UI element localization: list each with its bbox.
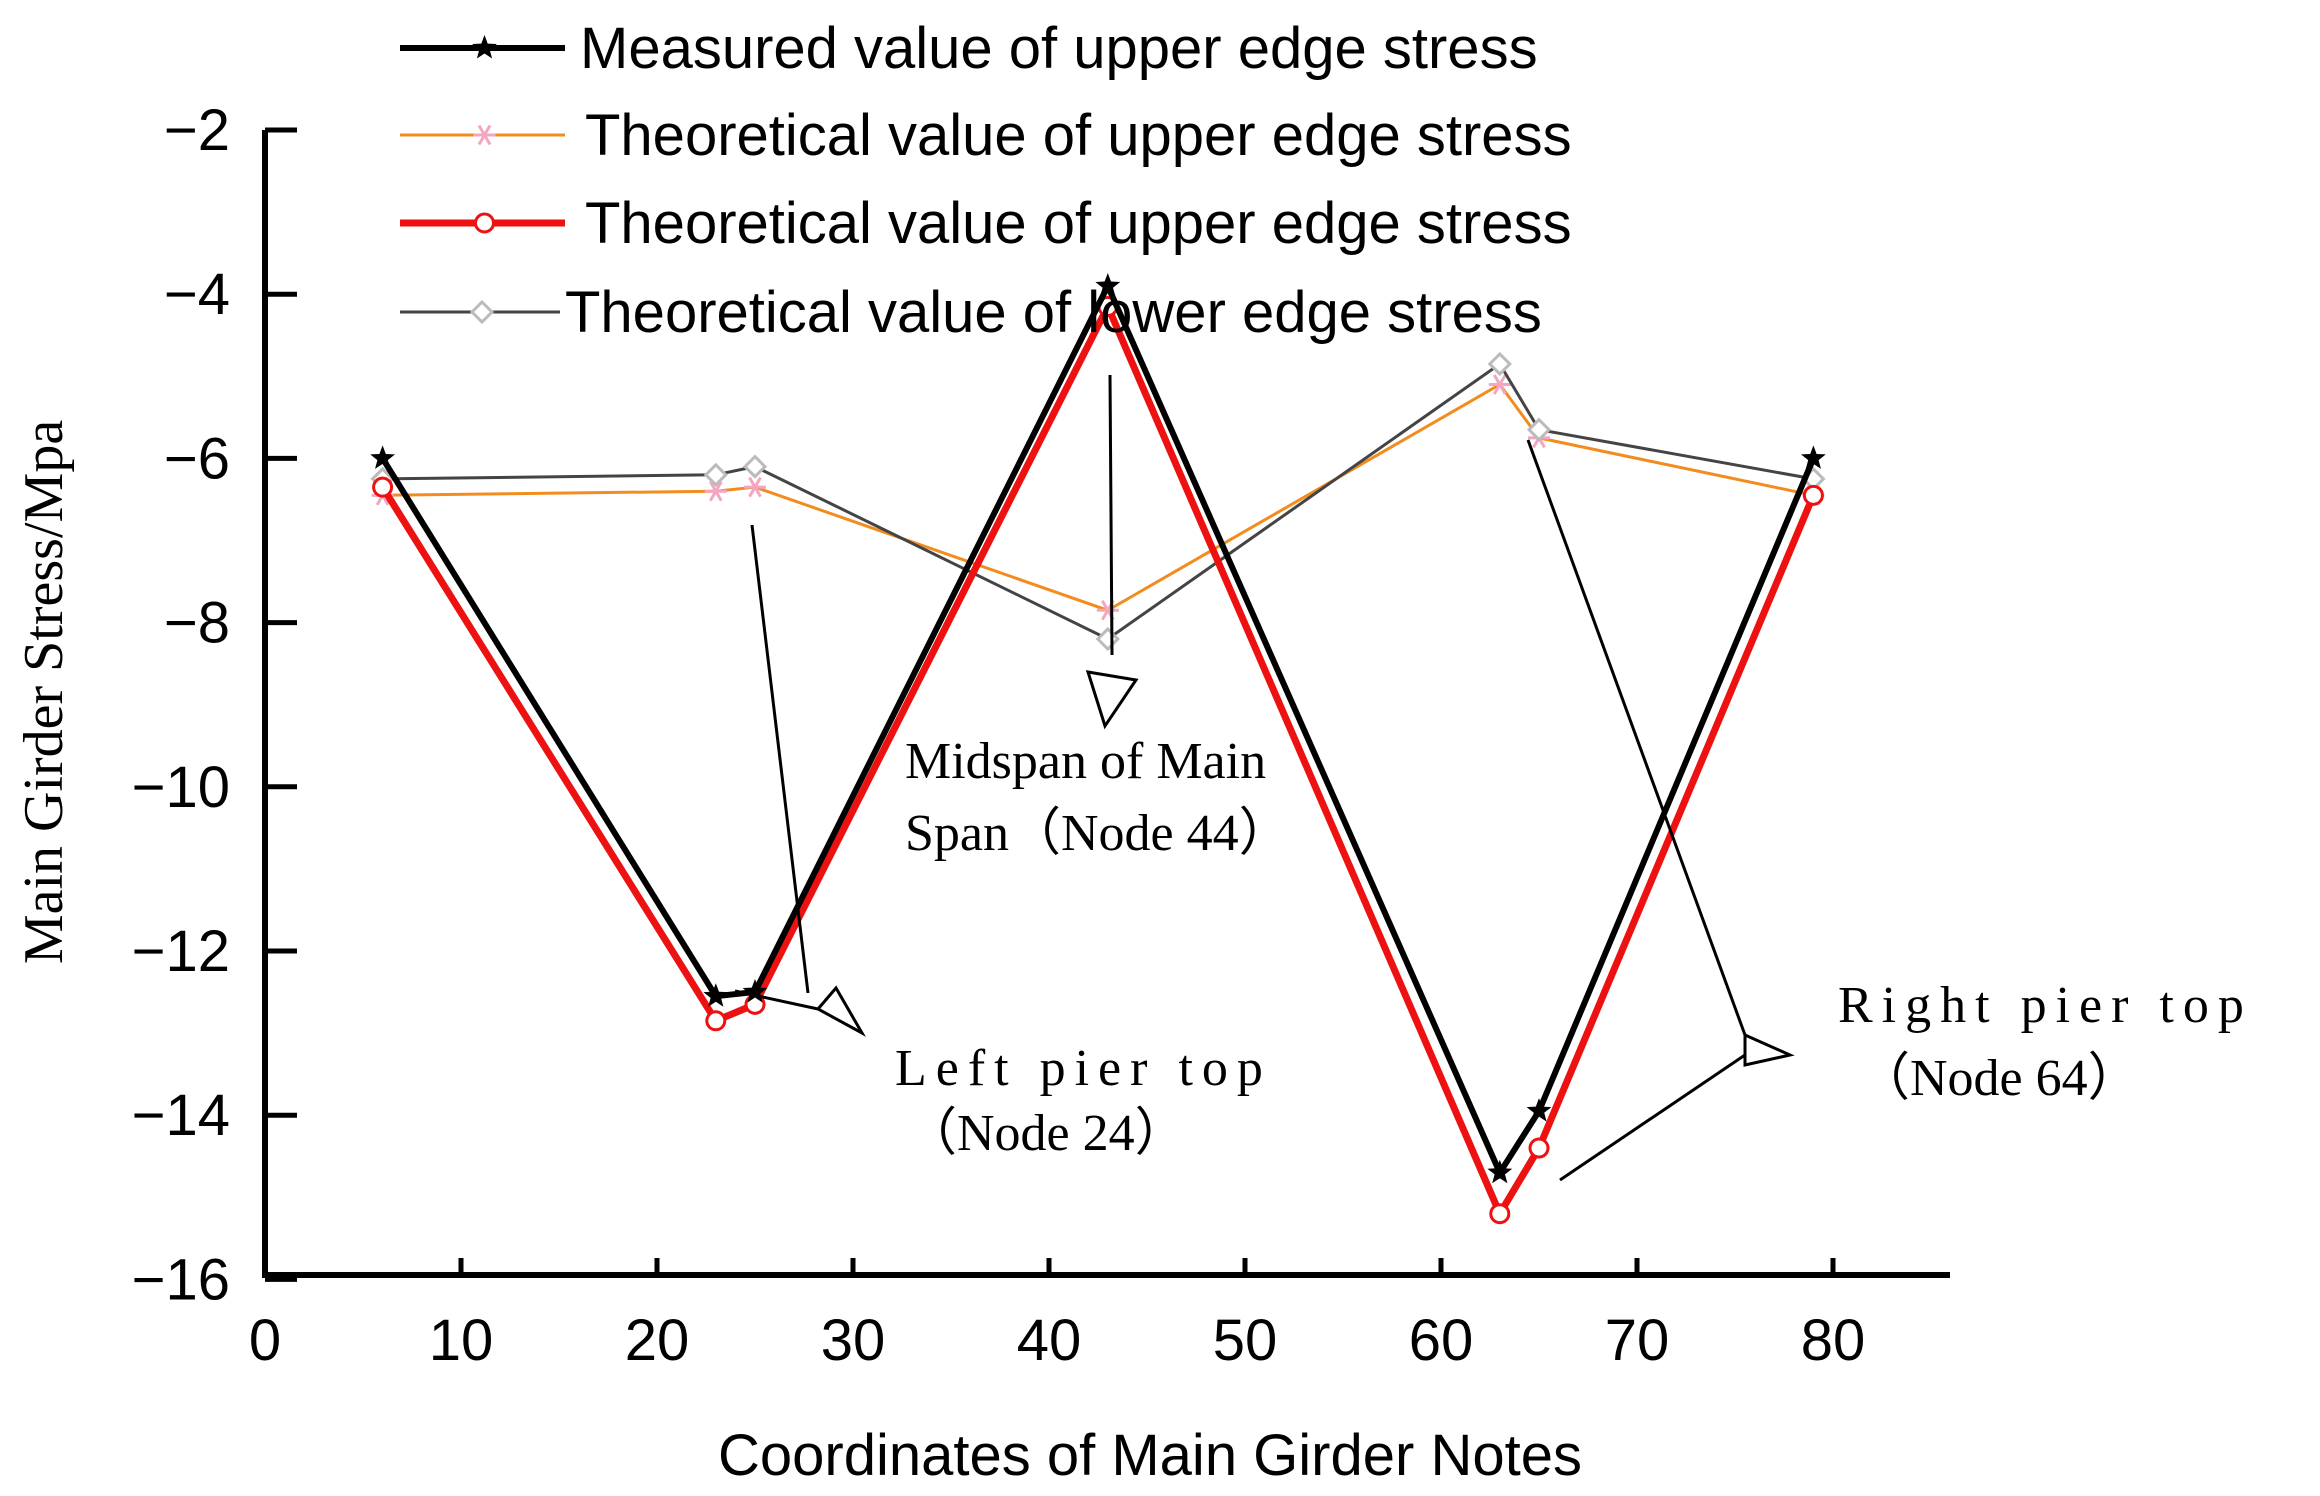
series-1-line [382, 382, 1814, 612]
left-pier-label-line2: （Node 24） [905, 1105, 1187, 1162]
y-tick-label: −6 [164, 426, 230, 491]
x-tick-label: 10 [429, 1308, 494, 1373]
series-1 [371, 374, 1825, 621]
y-axis-title: Main Girder Stress/Mpa [13, 420, 75, 965]
x-tick-label: 20 [625, 1308, 690, 1373]
x-tick-label: 30 [821, 1308, 886, 1373]
series-2-point [372, 476, 394, 498]
left-pier-label-line1: Left pier top [895, 1040, 1272, 1097]
x-tick-label: 60 [1409, 1308, 1474, 1373]
right-pier-label-line1: Right pier top [1838, 977, 2253, 1034]
series-2-point [1489, 1203, 1511, 1225]
right-pier-leader-line-b [1559, 1053, 1746, 1182]
left-pier-leader-line-b [734, 989, 819, 1011]
y-tick-label: −2 [164, 98, 230, 163]
legend-item-0: Measured value of upper edge stress [400, 16, 1538, 81]
midspan-arrowhead [1085, 670, 1139, 730]
axis-ticks: 0 10 20 30 40 50 60 70 80 −2 −4 −6 −8 −10 −12 −14 −16 [132, 98, 1866, 1373]
y-tick-label: −14 [132, 1083, 230, 1148]
series-1-point [1096, 600, 1119, 621]
midspan-label-line2: Span（Node 44） [905, 805, 1291, 862]
legend-swatch-marker [474, 212, 495, 234]
series-2-point [705, 1010, 727, 1032]
right-pier-label-line2: （Node 64） [1858, 1050, 2140, 1107]
series-layer [370, 273, 1826, 1225]
series-1-point [704, 480, 727, 502]
series-3-point [1095, 626, 1120, 652]
series-0-point [370, 445, 395, 469]
series-0-point [1095, 273, 1121, 297]
series-0 [370, 273, 1826, 1184]
series-1-point [1488, 374, 1511, 395]
series-3-point [742, 454, 768, 479]
y-tick-label: −12 [132, 919, 230, 984]
series-3-point [1487, 351, 1512, 377]
series-2-point [1802, 484, 1824, 506]
legend-swatch-marker [469, 299, 495, 325]
legend-label: Theoretical value of lower edge stress [565, 280, 1542, 345]
axis-titles: Coordinates of Main Girder Notes Main Gi… [13, 420, 1582, 1488]
y-tick-label: −10 [132, 755, 230, 820]
x-axis-title: Coordinates of Main Girder Notes [718, 1423, 1582, 1488]
x-tick-label: 40 [1017, 1308, 1082, 1373]
legend-item-1: Theoretical value of upper edge stress [400, 103, 1572, 168]
left-pier-arrowhead [815, 985, 866, 1037]
series-0-point [742, 979, 768, 1003]
x-tick-label: 80 [1801, 1308, 1866, 1373]
right-pier-leader-line-a [1526, 439, 1747, 1036]
series-3-point [1526, 417, 1552, 442]
right-pier-arrowhead [1743, 1032, 1795, 1067]
legend-label: Theoretical value of upper edge stress [585, 191, 1572, 256]
left-pier-leader-line-a [750, 524, 810, 994]
midspan-label-line1: Midspan of Main [905, 733, 1266, 790]
series-0-point [1801, 445, 1826, 469]
x-tick-label: 0 [249, 1308, 281, 1373]
series-2-point [1528, 1137, 1550, 1159]
y-tick-label: −4 [164, 262, 230, 327]
annotation-layer: Midspan of Main Span（Node 44） Left pier … [734, 374, 2253, 1182]
legend-item-2: Theoretical value of upper edge stress [400, 191, 1572, 256]
y-tick-label: −8 [164, 591, 230, 656]
series-1-point [744, 476, 766, 498]
legend-item-3: Theoretical value of lower edge stress [400, 280, 1542, 345]
legend: Measured value of upper edge stress Theor… [400, 16, 1572, 345]
series-3-line [382, 361, 1814, 641]
series-3-point [703, 462, 728, 487]
midspan-leader-line [1108, 374, 1114, 656]
x-tick-label: 50 [1213, 1308, 1278, 1373]
series-0-point [1487, 1159, 1513, 1184]
plot-frame [262, 130, 1950, 1278]
series-3 [370, 351, 1826, 652]
x-tick-label: 70 [1605, 1308, 1670, 1373]
series-0-point [703, 983, 729, 1007]
series-2 [372, 296, 1824, 1225]
legend-label: Measured value of upper edge stress [580, 16, 1538, 81]
legend-swatch-marker [472, 35, 497, 59]
y-tick-label: −16 [132, 1247, 230, 1312]
legend-label: Theoretical value of upper edge stress [585, 103, 1572, 168]
legend-swatch-marker [473, 124, 496, 146]
series-0-point [1526, 1098, 1552, 1122]
